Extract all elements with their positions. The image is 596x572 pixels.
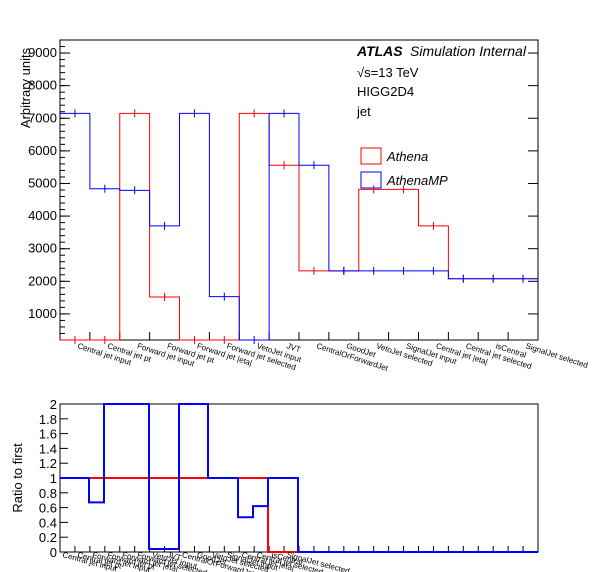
collection-label: jet — [356, 104, 371, 119]
top-ytick-label: 1000 — [28, 306, 57, 321]
bottom-series — [60, 403, 538, 553]
atlas-annotation: ATLAS Simulation Internal √s=13 TeV HIGG… — [356, 43, 527, 119]
bottom-ytick-label: 2 — [50, 397, 57, 412]
bottom-ytick-label: 0.8 — [39, 486, 57, 501]
bottom-ytick-label: 1.4 — [39, 441, 57, 456]
top-category-label: JVT — [285, 341, 301, 354]
top-ytick-label: 3000 — [28, 241, 57, 256]
top-series — [60, 109, 538, 344]
top-ytick-label: 7000 — [28, 110, 57, 125]
top-series-line-athenamp — [60, 112, 538, 341]
legend-swatch-athenamp — [360, 171, 382, 189]
legend: Athena AthenaMP — [360, 147, 448, 189]
simulation-internal-label: Simulation Internal — [410, 43, 527, 59]
top-ytick-label: 5000 — [28, 175, 57, 190]
atlas-label: ATLAS — [356, 43, 403, 59]
legend-swatch-athena — [360, 147, 382, 165]
bottom-series-line-athenamp — [60, 403, 538, 553]
top-category-label: SignalJet selected — [524, 341, 589, 370]
bottom-category-label: JVT — [166, 550, 182, 562]
bottom-ytick-label: 0.4 — [39, 515, 57, 530]
top-series-line-athena — [60, 112, 538, 341]
top-ytick-label: 6000 — [28, 143, 57, 158]
bottom-ytick-label: 0 — [50, 545, 57, 560]
top-y-axis-label: Arbitrary units — [18, 47, 33, 128]
top-ytick-label: 4000 — [28, 208, 57, 223]
top-ytick-label: 9000 — [28, 45, 57, 60]
legend-label-athenamp: AthenaMP — [386, 173, 448, 188]
bottom-y-axis-label: Ratio to first — [10, 443, 25, 513]
top-ytick-label: 2000 — [28, 273, 57, 288]
top-ytick-label: 8000 — [28, 78, 57, 93]
bottom-ytick-label: 0.2 — [39, 530, 57, 545]
bottom-y-ticks: 00.20.40.60.811.21.41.61.82 — [39, 397, 68, 560]
bottom-ytick-label: 1.2 — [39, 456, 57, 471]
bottom-ytick-label: 1.8 — [39, 412, 57, 427]
sample-label: HIGG2D4 — [357, 84, 414, 99]
energy-label: √s=13 TeV — [357, 65, 419, 80]
bottom-ytick-label: 0.6 — [39, 501, 57, 516]
legend-label-athena: Athena — [386, 149, 428, 164]
top-y-ticks: 1000 2000 3000 4000 5000 6000 7000 8000 9000 — [28, 39, 538, 341]
bottom-ytick-label: 1.6 — [39, 427, 57, 442]
bottom-ytick-label: 1 — [50, 471, 57, 486]
top-x-ticks — [59, 332, 539, 340]
